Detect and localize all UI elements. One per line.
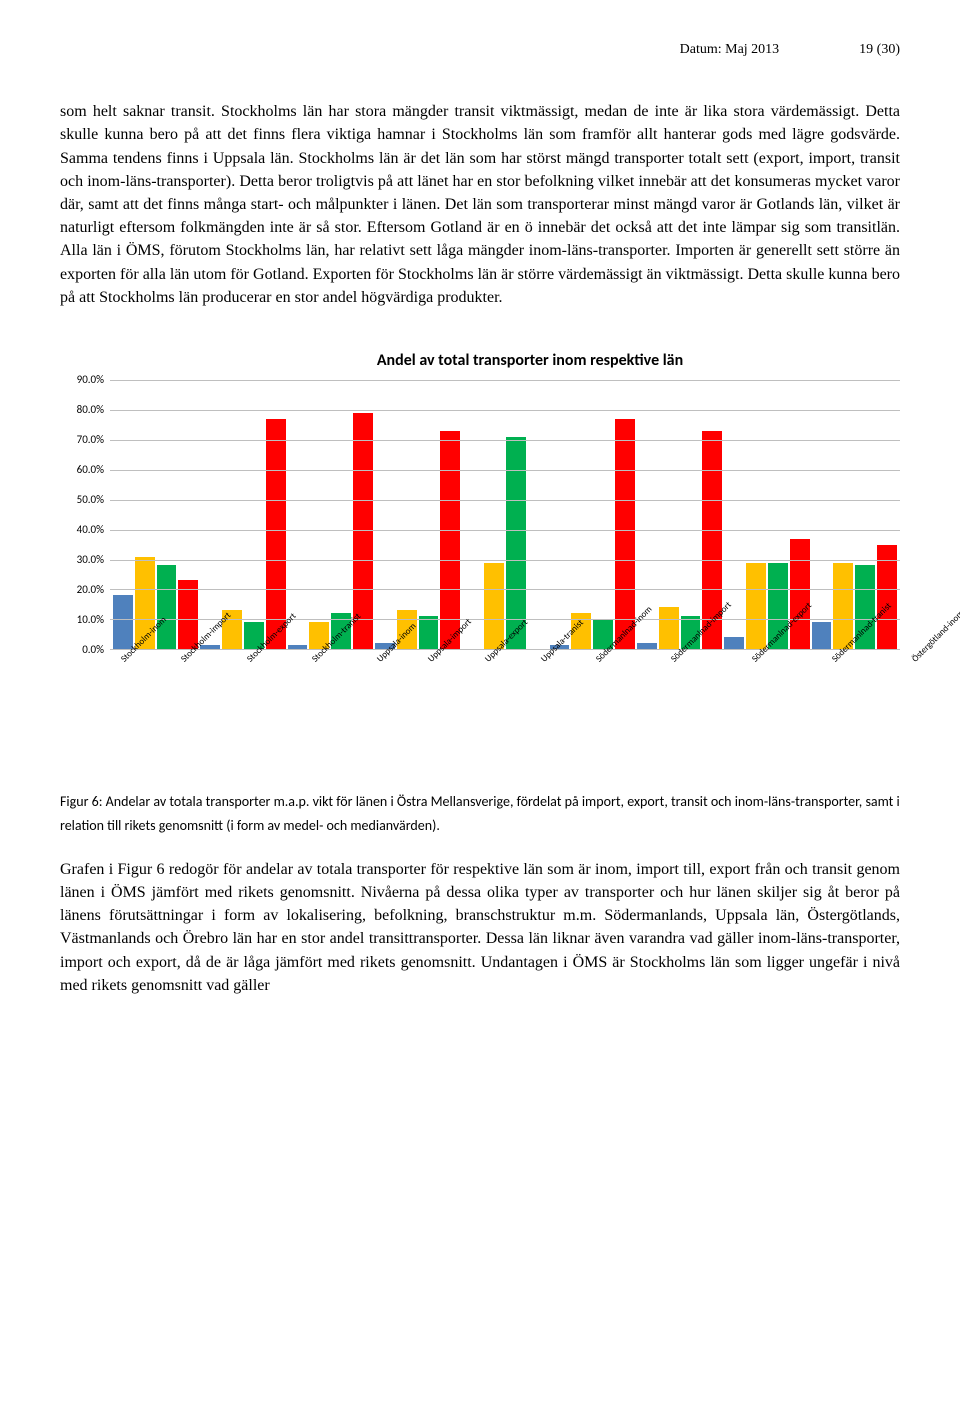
y-tick: 40.0% [77, 522, 104, 538]
gridline [110, 500, 900, 501]
gridline [110, 380, 900, 381]
y-tick: 70.0% [77, 432, 104, 448]
bar [790, 539, 810, 650]
paragraph-2: Grafen i Figur 6 redogör för andelar av … [60, 858, 900, 997]
bar [724, 637, 744, 649]
bars-group [110, 380, 900, 649]
page-header: Datum: Maj 2013 19 (30) [60, 40, 900, 60]
bar [615, 419, 635, 649]
y-tick: 50.0% [77, 492, 104, 508]
y-axis: 0.0%10.0%20.0%30.0%40.0%50.0%60.0%70.0%8… [60, 380, 110, 650]
bar-chart: 0.0% 10.0% 20.0% 30.0% 40.0% 50.0% 60.0% 70.0% 8… [60, 380, 900, 700]
header-page: 19 (30) [859, 40, 900, 60]
x-axis-labels: Stockholm-inomStockholm-importStockholm-… [110, 652, 900, 665]
plot-area [110, 380, 900, 650]
bar [157, 565, 177, 649]
y-tick: 0.0% [82, 642, 104, 658]
y-tick: 30.0% [77, 552, 104, 568]
header-date: Datum: Maj 2013 [680, 40, 780, 60]
gridline [110, 440, 900, 441]
y-tick: 20.0% [77, 582, 104, 598]
figure-caption: Figur 6: Andelar av totala transporter m… [60, 790, 900, 838]
bar [440, 431, 460, 649]
x-label: Östergötland-inom [909, 607, 960, 665]
y-tick: 60.0% [77, 462, 104, 478]
gridline [110, 589, 900, 590]
y-tick: 80.0% [77, 402, 104, 418]
bar [266, 419, 286, 649]
y-tick: 10.0% [77, 612, 104, 628]
chart-title: Andel av total transporter inom respekti… [60, 349, 900, 372]
gridline [110, 530, 900, 531]
bar [113, 595, 133, 649]
chart-container: Andel av total transporter inom respekti… [60, 349, 900, 700]
y-tick: 90.0% [77, 372, 104, 388]
bar [659, 607, 679, 649]
gridline [110, 560, 900, 561]
bar [746, 563, 766, 650]
bar [812, 622, 832, 649]
gridline [110, 470, 900, 471]
gridline [110, 410, 900, 411]
paragraph-1: som helt saknar transit. Stockholms län … [60, 100, 900, 309]
